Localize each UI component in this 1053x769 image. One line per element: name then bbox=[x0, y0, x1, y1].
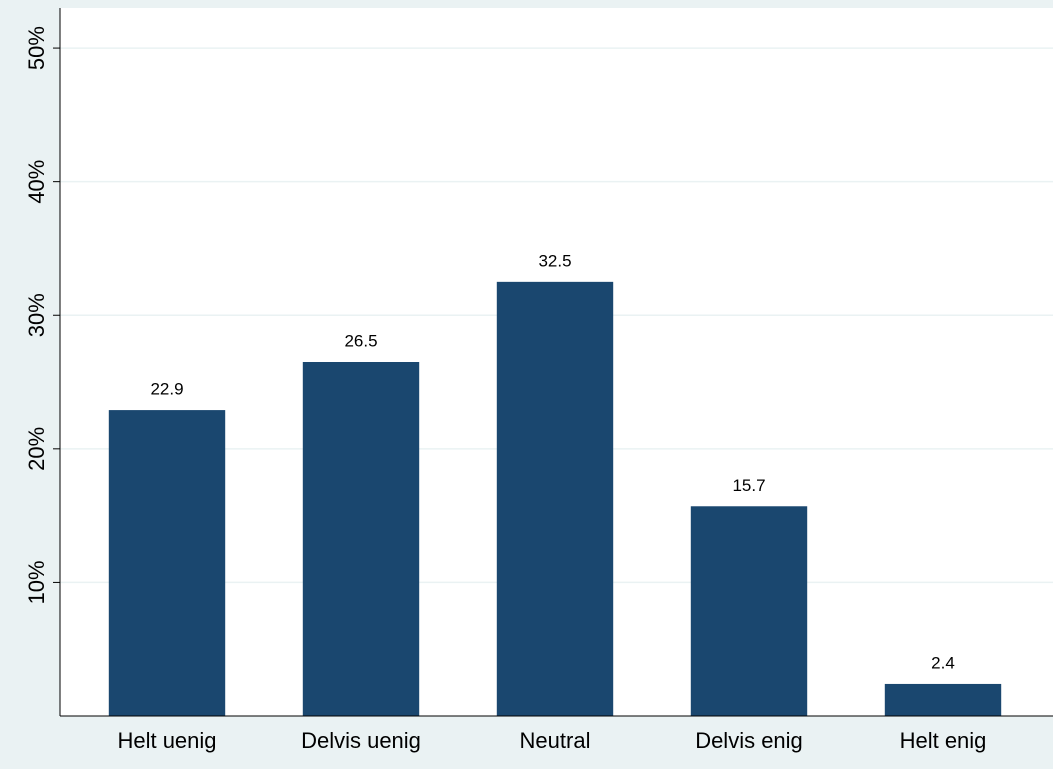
y-tick-label: 50% bbox=[24, 26, 49, 70]
bar bbox=[884, 683, 1002, 716]
value-label: 32.5 bbox=[538, 251, 571, 270]
y-tick-label: 10% bbox=[24, 560, 49, 604]
x-tick-label: Helt uenig bbox=[117, 728, 216, 753]
value-label: 2.4 bbox=[931, 653, 955, 672]
y-tick-label: 40% bbox=[24, 160, 49, 204]
value-label: 22.9 bbox=[150, 380, 183, 399]
bar bbox=[108, 410, 226, 716]
y-tick-label: 20% bbox=[24, 427, 49, 471]
bar bbox=[496, 281, 614, 716]
value-label: 26.5 bbox=[344, 331, 377, 350]
value-label: 15.7 bbox=[732, 476, 765, 495]
x-tick-label: Delvis enig bbox=[695, 728, 803, 753]
bar bbox=[302, 362, 420, 716]
bar bbox=[690, 506, 808, 716]
y-tick-label: 30% bbox=[24, 293, 49, 337]
x-tick-label: Neutral bbox=[520, 728, 591, 753]
x-tick-label: Helt enig bbox=[900, 728, 987, 753]
x-tick-label: Delvis uenig bbox=[301, 728, 421, 753]
